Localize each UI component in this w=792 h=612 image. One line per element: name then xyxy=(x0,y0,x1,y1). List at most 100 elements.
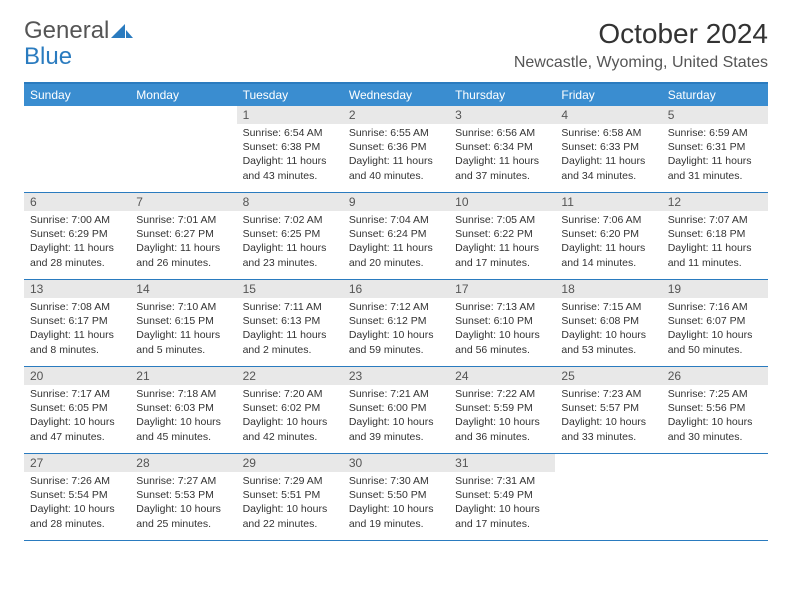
day-details: Sunrise: 7:02 AMSunset: 6:25 PMDaylight:… xyxy=(237,211,343,274)
day-details: Sunrise: 7:11 AMSunset: 6:13 PMDaylight:… xyxy=(237,298,343,361)
day-number: 15 xyxy=(237,280,343,298)
day-cell: 12Sunrise: 7:07 AMSunset: 6:18 PMDayligh… xyxy=(662,193,768,279)
sunset-text: Sunset: 6:15 PM xyxy=(136,314,230,328)
day-details: Sunrise: 7:17 AMSunset: 6:05 PMDaylight:… xyxy=(24,385,130,448)
sunset-text: Sunset: 5:51 PM xyxy=(243,488,337,502)
daylight-text: Daylight: 10 hours and 33 minutes. xyxy=(561,415,655,443)
day-number: 21 xyxy=(130,367,236,385)
sunset-text: Sunset: 6:33 PM xyxy=(561,140,655,154)
brand-logo: General Blue xyxy=(24,18,133,71)
day-cell: 21Sunrise: 7:18 AMSunset: 6:03 PMDayligh… xyxy=(130,367,236,453)
sunset-text: Sunset: 6:18 PM xyxy=(668,227,762,241)
day-number: 17 xyxy=(449,280,555,298)
brand-text: General Blue xyxy=(24,18,133,71)
day-number: 27 xyxy=(24,454,130,472)
day-details: Sunrise: 7:15 AMSunset: 6:08 PMDaylight:… xyxy=(555,298,661,361)
day-cell: 17Sunrise: 7:13 AMSunset: 6:10 PMDayligh… xyxy=(449,280,555,366)
sunrise-text: Sunrise: 7:25 AM xyxy=(668,387,762,401)
daylight-text: Daylight: 10 hours and 30 minutes. xyxy=(668,415,762,443)
daylight-text: Daylight: 11 hours and 20 minutes. xyxy=(349,241,443,269)
day-cell: 27Sunrise: 7:26 AMSunset: 5:54 PMDayligh… xyxy=(24,454,130,540)
sunset-text: Sunset: 5:59 PM xyxy=(455,401,549,415)
daylight-text: Daylight: 10 hours and 17 minutes. xyxy=(455,502,549,530)
sunrise-text: Sunrise: 7:27 AM xyxy=(136,474,230,488)
day-cell: 2Sunrise: 6:55 AMSunset: 6:36 PMDaylight… xyxy=(343,106,449,192)
sunset-text: Sunset: 6:22 PM xyxy=(455,227,549,241)
sunset-text: Sunset: 6:00 PM xyxy=(349,401,443,415)
day-details: Sunrise: 7:08 AMSunset: 6:17 PMDaylight:… xyxy=(24,298,130,361)
day-cell: 14 Sunrise: 7:10 AMSunset: 6:15 PMDayligh… xyxy=(130,280,236,366)
day-number: 1 xyxy=(237,106,343,124)
day-number: 5 xyxy=(662,106,768,124)
day-cell: 19Sunrise: 7:16 AMSunset: 6:07 PMDayligh… xyxy=(662,280,768,366)
sunrise-text: Sunrise: 6:54 AM xyxy=(243,126,337,140)
dow-friday: Friday xyxy=(555,84,661,106)
day-cell: 29Sunrise: 7:29 AMSunset: 5:51 PMDayligh… xyxy=(237,454,343,540)
sunset-text: Sunset: 6:36 PM xyxy=(349,140,443,154)
day-number: 10 xyxy=(449,193,555,211)
daylight-text: Daylight: 10 hours and 36 minutes. xyxy=(455,415,549,443)
brand-part1: General xyxy=(24,17,109,44)
day-number: 3 xyxy=(449,106,555,124)
calendar-weeks: 1Sunrise: 6:54 AMSunset: 6:38 PMDaylight… xyxy=(24,106,768,541)
sunrise-text: Sunrise: 7:07 AM xyxy=(668,213,762,227)
daylight-text: Daylight: 10 hours and 28 minutes. xyxy=(30,502,124,530)
sunset-text: Sunset: 6:34 PM xyxy=(455,140,549,154)
sunset-text: Sunset: 6:05 PM xyxy=(30,401,124,415)
location-text: Newcastle, Wyoming, United States xyxy=(514,54,768,72)
dow-monday: Monday xyxy=(130,84,236,106)
day-cell: 10Sunrise: 7:05 AMSunset: 6:22 PMDayligh… xyxy=(449,193,555,279)
daylight-text: Daylight: 10 hours and 45 minutes. xyxy=(136,415,230,443)
day-number: 25 xyxy=(555,367,661,385)
day-details: Sunrise: 7:26 AMSunset: 5:54 PMDaylight:… xyxy=(24,472,130,535)
daylight-text: Daylight: 10 hours and 50 minutes. xyxy=(668,328,762,356)
day-of-week-row: SundayMondayTuesdayWednesdayThursdayFrid… xyxy=(24,84,768,106)
daylight-text: Daylight: 11 hours and 5 minutes. xyxy=(136,328,230,356)
sunset-text: Sunset: 6:20 PM xyxy=(561,227,655,241)
day-number: 26 xyxy=(662,367,768,385)
sunrise-text: Sunrise: 6:55 AM xyxy=(349,126,443,140)
sunset-text: Sunset: 6:12 PM xyxy=(349,314,443,328)
daylight-text: Daylight: 11 hours and 31 minutes. xyxy=(668,154,762,182)
day-details: Sunrise: 7:25 AMSunset: 5:56 PMDaylight:… xyxy=(662,385,768,448)
daylight-text: Daylight: 10 hours and 47 minutes. xyxy=(30,415,124,443)
day-number: 30 xyxy=(343,454,449,472)
daylight-text: Daylight: 11 hours and 26 minutes. xyxy=(136,241,230,269)
day-details: Sunrise: 7:27 AMSunset: 5:53 PMDaylight:… xyxy=(130,472,236,535)
sunrise-text: Sunrise: 7:23 AM xyxy=(561,387,655,401)
daylight-text: Daylight: 10 hours and 39 minutes. xyxy=(349,415,443,443)
daylight-text: Daylight: 11 hours and 37 minutes. xyxy=(455,154,549,182)
sunrise-text: Sunrise: 7:10 AM xyxy=(136,300,230,314)
day-number: 19 xyxy=(662,280,768,298)
sunrise-text: Sunrise: 7:30 AM xyxy=(349,474,443,488)
title-block: October 2024 Newcastle, Wyoming, United … xyxy=(514,18,768,72)
day-cell: 1Sunrise: 6:54 AMSunset: 6:38 PMDaylight… xyxy=(237,106,343,192)
sunrise-text: Sunrise: 7:15 AM xyxy=(561,300,655,314)
day-cell: 5Sunrise: 6:59 AMSunset: 6:31 PMDaylight… xyxy=(662,106,768,192)
daylight-text: Daylight: 11 hours and 40 minutes. xyxy=(349,154,443,182)
day-cell: 16Sunrise: 7:12 AMSunset: 6:12 PMDayligh… xyxy=(343,280,449,366)
day-number: 20 xyxy=(24,367,130,385)
day-details: Sunrise: 7:07 AMSunset: 6:18 PMDaylight:… xyxy=(662,211,768,274)
day-details: Sunrise: 7:29 AMSunset: 5:51 PMDaylight:… xyxy=(237,472,343,535)
day-details: Sunrise: 7:12 AMSunset: 6:12 PMDaylight:… xyxy=(343,298,449,361)
daylight-text: Daylight: 10 hours and 56 minutes. xyxy=(455,328,549,356)
daylight-text: Daylight: 10 hours and 25 minutes. xyxy=(136,502,230,530)
week-row: 13Sunrise: 7:08 AMSunset: 6:17 PMDayligh… xyxy=(24,280,768,367)
day-cell: 8Sunrise: 7:02 AMSunset: 6:25 PMDaylight… xyxy=(237,193,343,279)
day-number: 6 xyxy=(24,193,130,211)
day-cell: 6Sunrise: 7:00 AMSunset: 6:29 PMDaylight… xyxy=(24,193,130,279)
day-number: 31 xyxy=(449,454,555,472)
daylight-text: Daylight: 10 hours and 19 minutes. xyxy=(349,502,443,530)
calendar: SundayMondayTuesdayWednesdayThursdayFrid… xyxy=(24,82,768,541)
day-details: Sunrise: 7:04 AMSunset: 6:24 PMDaylight:… xyxy=(343,211,449,274)
day-number: 14 xyxy=(130,280,236,298)
daylight-text: Daylight: 11 hours and 28 minutes. xyxy=(30,241,124,269)
sunrise-text: Sunrise: 7:13 AM xyxy=(455,300,549,314)
day-cell: 3Sunrise: 6:56 AMSunset: 6:34 PMDaylight… xyxy=(449,106,555,192)
day-details: Sunrise: 7:00 AMSunset: 6:29 PMDaylight:… xyxy=(24,211,130,274)
dow-thursday: Thursday xyxy=(449,84,555,106)
day-details: Sunrise: 7:16 AMSunset: 6:07 PMDaylight:… xyxy=(662,298,768,361)
month-title: October 2024 xyxy=(514,18,768,50)
day-details: Sunrise: 7:21 AMSunset: 6:00 PMDaylight:… xyxy=(343,385,449,448)
